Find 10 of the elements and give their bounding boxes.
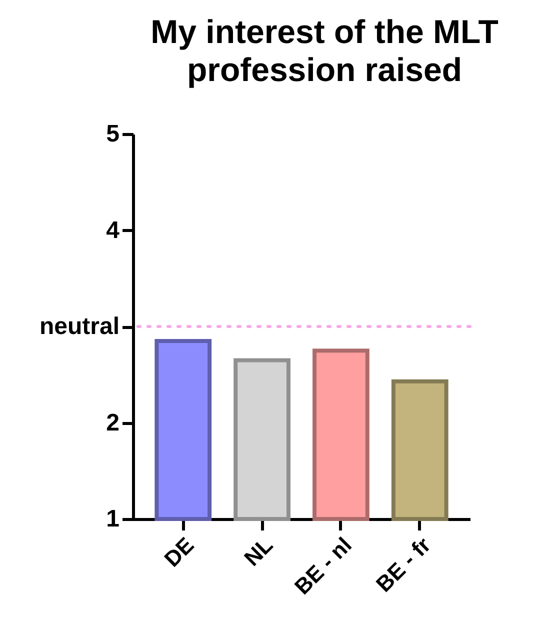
chart-title: My interest of the MLT profession raised — [150, 13, 498, 88]
x-tick-label: DE — [159, 532, 199, 572]
y-tick-label: 1 — [106, 506, 120, 532]
y-tick-label: 2 — [106, 409, 120, 436]
x-tick-label: BE - fr — [371, 532, 436, 597]
y-tick-label: neutral — [39, 313, 120, 340]
x-tick-label: BE - nl — [290, 532, 357, 600]
y-tick-label: 5 — [106, 120, 120, 148]
y-tick-label: 4 — [106, 216, 120, 244]
x-tick-label: NL — [239, 532, 278, 571]
